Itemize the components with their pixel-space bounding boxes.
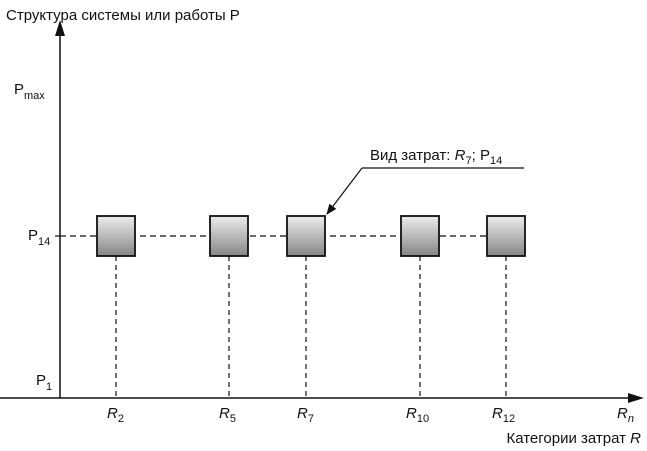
y-label-pmax: Pmax: [14, 81, 45, 102]
box-r2: [96, 215, 136, 257]
x-axis-title: Категории затрат R: [506, 430, 641, 447]
x-axis-arrow-icon: [628, 393, 644, 403]
x-axis-end-label: Rn: [617, 405, 634, 425]
y-label-p14: P14: [28, 227, 50, 248]
x-tick-r7: R7: [297, 405, 314, 425]
vertical-dashed-lines: [115, 256, 507, 398]
x-tick-r12: R12: [492, 405, 515, 425]
box-r5: [209, 215, 249, 257]
x-tick-r10: R10: [406, 405, 429, 425]
x-tick-r5: R5: [219, 405, 236, 425]
callout-label: Вид затрат: R7; P14: [370, 147, 502, 167]
box-r10: [400, 215, 440, 257]
y-axis-title: Структура системы или работы P: [6, 7, 240, 24]
box-r7: [286, 215, 326, 257]
callout-leader-arrow: [326, 167, 363, 215]
y-axis-arrow-icon: [55, 20, 65, 36]
cost-boxes: [96, 215, 526, 257]
x-tick-r2: R2: [107, 405, 124, 425]
box-r12: [486, 215, 526, 257]
y-label-p1: P1: [36, 372, 52, 393]
